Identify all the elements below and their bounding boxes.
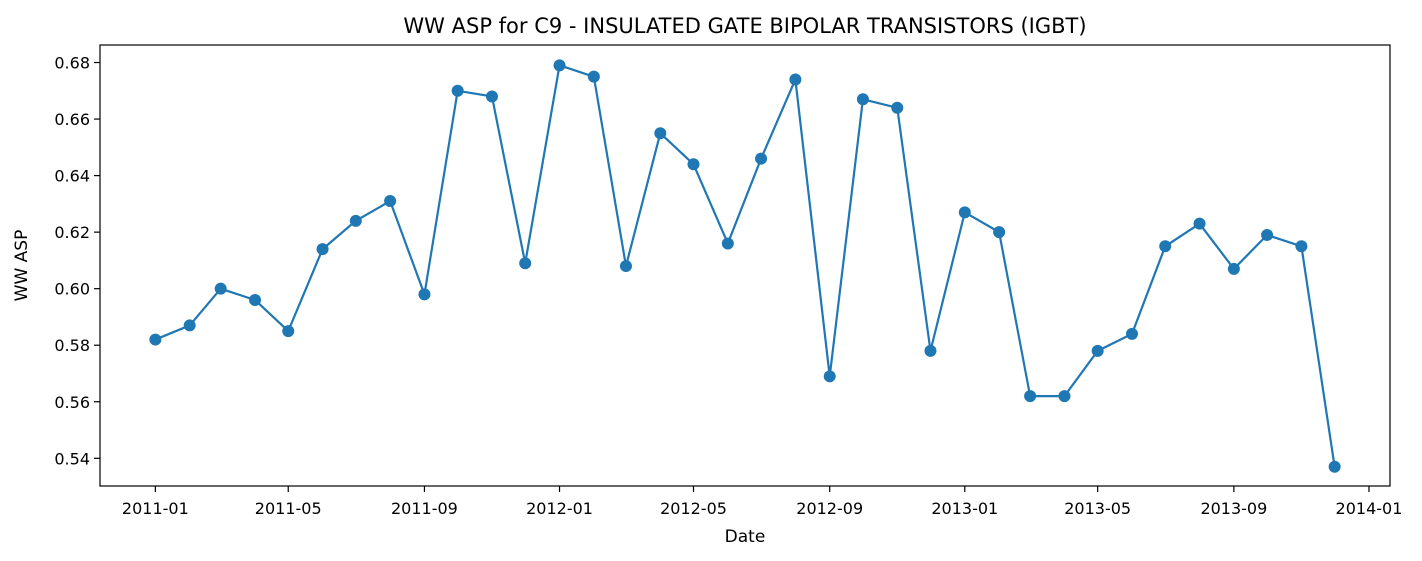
y-axis-label: WW ASP: [12, 230, 32, 302]
data-point: [282, 325, 295, 338]
data-point: [1091, 344, 1104, 357]
x-axis: 2011-01 2011-05 2011-09 2012-01 2012-05 2012-…: [122, 486, 1402, 518]
data-point: [349, 214, 362, 227]
data-point: [1058, 390, 1071, 403]
y-tick-label: 0.66: [54, 110, 90, 129]
data-point: [249, 293, 262, 306]
chart-title: WW ASP for C9 - INSULATED GATE BIPOLAR T…: [403, 14, 1086, 38]
x-tick-label: 2013-09: [1200, 499, 1267, 518]
data-point: [1261, 228, 1274, 241]
x-tick-label: 2013-01: [931, 499, 998, 518]
data-point: [553, 59, 566, 72]
x-tick-label: 2014-01: [1336, 499, 1403, 518]
data-point: [1193, 217, 1206, 230]
data-point: [1295, 240, 1308, 253]
data-point: [418, 288, 431, 301]
data-point: [993, 226, 1006, 239]
x-tick-label: 2011-09: [391, 499, 458, 518]
x-tick-label: 2013-05: [1064, 499, 1131, 518]
x-tick-label: 2012-09: [796, 499, 863, 518]
data-point: [755, 152, 768, 165]
y-tick-label: 0.54: [54, 449, 90, 468]
x-tick-label: 2012-01: [526, 499, 593, 518]
y-tick-label: 0.60: [54, 280, 90, 299]
data-point: [687, 158, 700, 171]
x-tick-label: 2011-01: [122, 499, 189, 518]
data-point: [384, 195, 397, 208]
data-point: [451, 84, 464, 97]
data-point: [856, 93, 869, 106]
plot-area: [149, 59, 1341, 473]
y-tick-label: 0.64: [54, 167, 90, 186]
data-point: [619, 260, 632, 273]
data-point: [1159, 240, 1172, 253]
data-point: [891, 101, 904, 114]
y-axis: 0.54 0.56 0.58 0.60 0.62 0.64 0.66 0.68: [54, 54, 100, 468]
data-point: [519, 257, 532, 270]
data-point: [1024, 390, 1037, 403]
data-point: [924, 344, 937, 357]
data-point: [485, 90, 498, 103]
data-point: [1126, 327, 1138, 340]
x-tick-label: 2012-05: [660, 499, 727, 518]
data-point: [1328, 460, 1341, 473]
data-point: [587, 70, 600, 83]
data-point: [823, 370, 836, 383]
data-point: [654, 127, 667, 140]
y-tick-label: 0.68: [54, 54, 90, 73]
x-tick-label: 2011-05: [255, 499, 322, 518]
data-point: [958, 206, 971, 219]
data-point: [214, 282, 227, 295]
data-point: [316, 243, 329, 256]
data-point: [149, 333, 162, 346]
x-axis-label: Date: [725, 527, 766, 547]
data-point: [1227, 262, 1240, 275]
data-point: [183, 319, 196, 332]
series-line: [154, 64, 1336, 467]
y-tick-label: 0.62: [54, 223, 90, 242]
plot-frame: [99, 44, 1391, 487]
y-tick-label: 0.56: [54, 393, 90, 412]
y-tick-label: 0.58: [54, 336, 90, 355]
data-point: [789, 73, 802, 86]
data-point: [721, 237, 734, 250]
